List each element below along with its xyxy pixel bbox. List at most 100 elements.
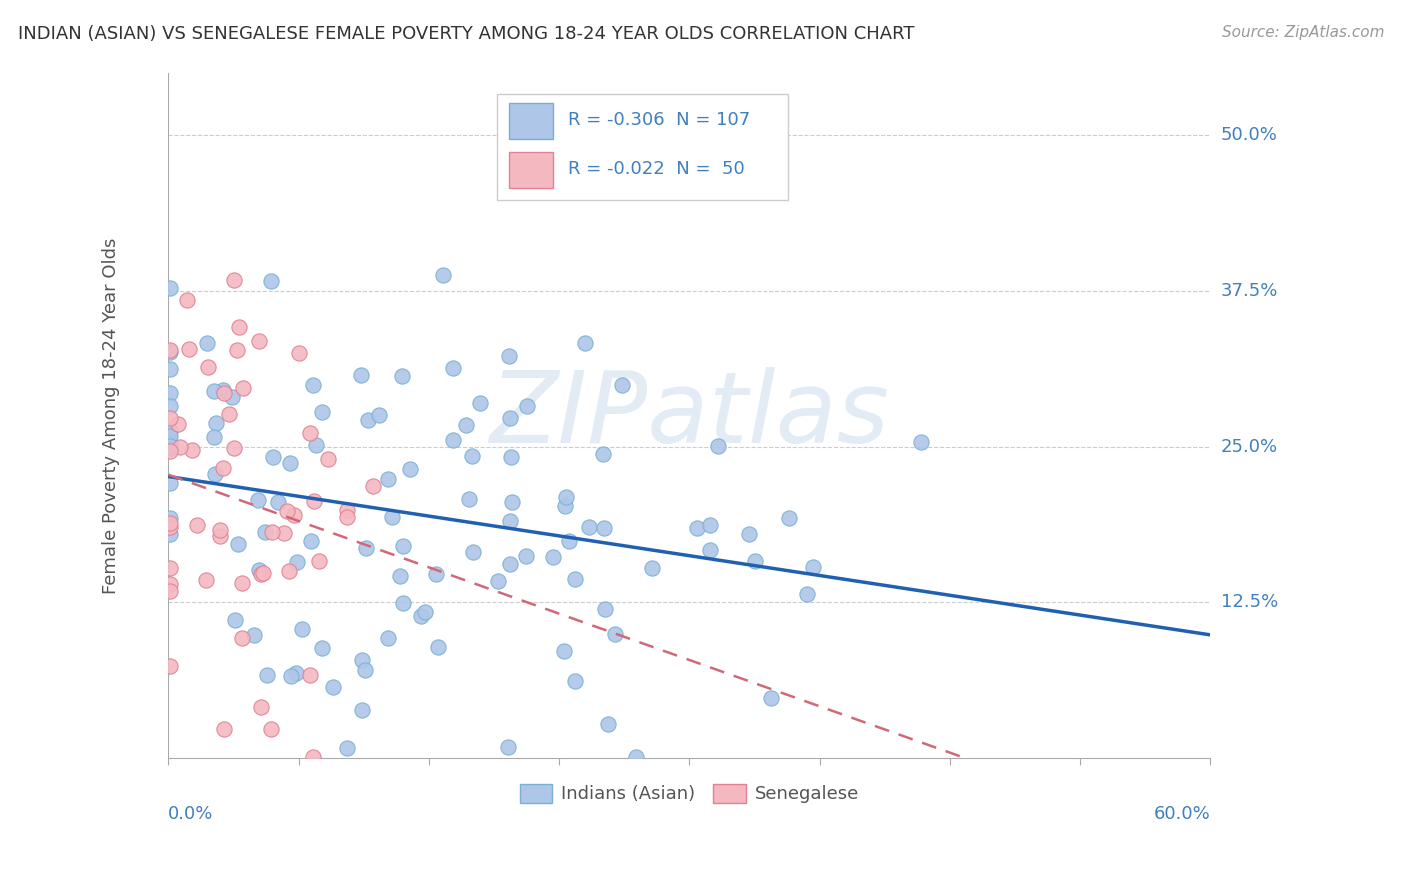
Point — [318, 451, 340, 466]
Point — [578, 520, 600, 534]
Text: 37.5%: 37.5% — [1220, 282, 1278, 300]
Point — [377, 472, 399, 486]
Point — [159, 281, 181, 295]
Text: Female Poverty Among 18-24 Year Olds: Female Poverty Among 18-24 Year Olds — [103, 237, 120, 594]
Point — [425, 567, 447, 582]
Point — [177, 342, 200, 356]
Point — [159, 345, 181, 359]
Point — [457, 491, 479, 506]
Point — [305, 438, 328, 452]
Point — [301, 377, 323, 392]
Point — [159, 658, 181, 673]
Point — [463, 545, 485, 559]
Point — [250, 699, 273, 714]
Text: R = -0.306  N = 107: R = -0.306 N = 107 — [568, 111, 751, 128]
Point — [592, 447, 614, 461]
Point — [277, 564, 299, 578]
Point — [169, 440, 191, 454]
Point — [574, 335, 596, 350]
Point — [228, 320, 250, 334]
Point — [686, 521, 709, 535]
Point — [515, 549, 537, 563]
Point — [212, 723, 235, 737]
Text: R = -0.022  N =  50: R = -0.022 N = 50 — [568, 160, 745, 178]
Point — [350, 703, 373, 717]
Point — [499, 557, 522, 571]
Point — [197, 359, 219, 374]
Point — [298, 425, 321, 440]
Point — [224, 273, 246, 287]
Point — [454, 418, 477, 433]
Point — [541, 550, 564, 565]
Point — [441, 434, 464, 448]
Point — [231, 632, 253, 646]
Point — [558, 534, 581, 549]
Point — [499, 515, 522, 529]
Point — [641, 561, 664, 575]
Point — [221, 390, 243, 404]
Point — [744, 554, 766, 568]
Point — [363, 478, 385, 492]
Point — [381, 509, 404, 524]
Point — [413, 605, 436, 619]
Point — [159, 385, 181, 400]
Point — [322, 680, 344, 694]
Point — [159, 424, 181, 438]
Point — [262, 450, 284, 465]
Point — [311, 640, 333, 655]
Point — [273, 525, 295, 540]
Point — [212, 385, 235, 400]
Text: 25.0%: 25.0% — [1220, 438, 1278, 456]
Point — [262, 524, 284, 539]
Point — [486, 574, 509, 588]
Point — [299, 534, 322, 549]
Point — [564, 572, 586, 586]
Point — [468, 396, 491, 410]
Point — [226, 537, 249, 551]
Point — [181, 443, 204, 458]
FancyBboxPatch shape — [509, 153, 553, 188]
Point — [252, 566, 274, 580]
Point — [159, 584, 181, 599]
Point — [555, 491, 578, 505]
Point — [496, 739, 519, 754]
Point — [159, 561, 181, 575]
Point — [260, 274, 283, 288]
Point — [285, 666, 308, 681]
Point — [593, 601, 616, 615]
Point — [353, 663, 375, 677]
Point — [461, 449, 484, 463]
Point — [247, 334, 270, 348]
Point — [699, 543, 721, 558]
Point — [311, 405, 333, 419]
Point — [432, 268, 454, 282]
Point — [778, 510, 800, 524]
Point — [224, 613, 246, 627]
Text: 50.0%: 50.0% — [1220, 127, 1278, 145]
Point — [354, 541, 377, 555]
Point — [738, 527, 761, 541]
Point — [250, 567, 273, 582]
Point — [298, 668, 321, 682]
Point — [225, 343, 247, 357]
Point — [283, 508, 305, 522]
Point — [498, 349, 520, 363]
Point — [159, 411, 181, 425]
Point — [308, 553, 330, 567]
Point — [377, 631, 399, 645]
Point — [336, 509, 359, 524]
Point — [159, 436, 181, 450]
Point — [368, 408, 391, 422]
Point — [603, 627, 626, 641]
Point — [426, 640, 449, 654]
Point — [553, 644, 575, 658]
Point — [218, 407, 240, 421]
Point — [204, 467, 226, 481]
Text: 60.0%: 60.0% — [1153, 805, 1211, 823]
Point — [242, 628, 264, 642]
Point — [796, 587, 818, 601]
Point — [392, 596, 415, 610]
FancyBboxPatch shape — [496, 94, 789, 200]
Text: INDIAN (ASIAN) VS SENEGALESE FEMALE POVERTY AMONG 18-24 YEAR OLDS CORRELATION CH: INDIAN (ASIAN) VS SENEGALESE FEMALE POVE… — [18, 25, 915, 43]
Point — [592, 521, 614, 535]
